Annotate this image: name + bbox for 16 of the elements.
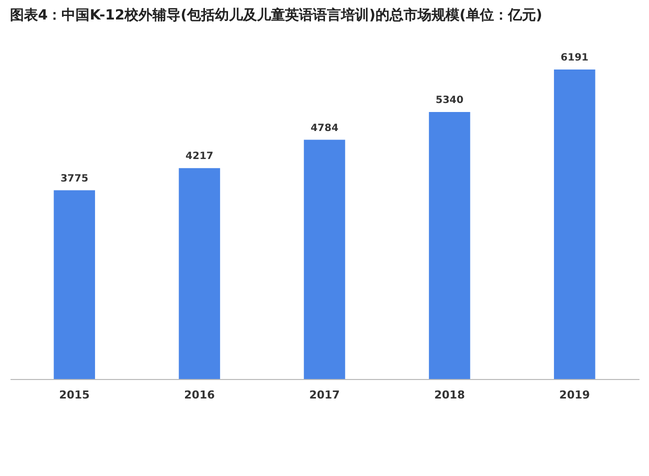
x-tick-label: 2016 bbox=[184, 388, 216, 402]
data-label: 6191 bbox=[560, 52, 589, 64]
bar bbox=[304, 140, 346, 379]
bar bbox=[178, 168, 220, 379]
data-label: 5340 bbox=[436, 95, 464, 106]
x-tick-label: 2015 bbox=[59, 388, 90, 402]
x-tick-label: 2019 bbox=[559, 388, 590, 402]
data-label: 4784 bbox=[310, 122, 338, 134]
bar bbox=[554, 69, 596, 379]
chart-title: 图表4：中国K-12校外辅导(包括幼儿及儿童英语语言培训)的总市场规模(单位：亿元) bbox=[10, 6, 542, 24]
data-label: 3775 bbox=[60, 173, 88, 184]
x-tick-label: 2018 bbox=[434, 388, 465, 402]
x-tick-label: 2017 bbox=[309, 388, 340, 402]
bar bbox=[54, 190, 96, 379]
bar bbox=[428, 112, 470, 379]
data-label: 4217 bbox=[186, 151, 214, 162]
